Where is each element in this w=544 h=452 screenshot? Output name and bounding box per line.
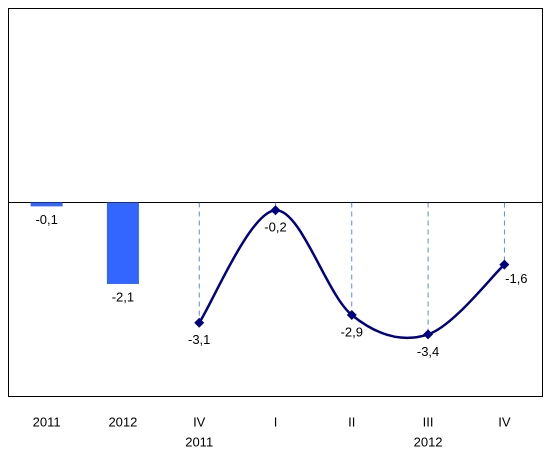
marker [346, 310, 357, 321]
bar [30, 202, 63, 207]
data-label: -2,1 [112, 289, 134, 304]
x-sublabel: 2011 [185, 434, 213, 449]
data-label: -1,6 [505, 271, 527, 286]
line [198, 209, 506, 340]
marker [423, 329, 434, 340]
marker [270, 205, 281, 216]
x-tick-label: 2011 [33, 414, 61, 429]
x-tick-label: 2012 [108, 414, 137, 429]
x-tick-label: IV [498, 414, 511, 429]
data-label: -3,1 [188, 332, 210, 347]
data-label: -3,4 [417, 344, 439, 359]
data-label: -0,1 [35, 212, 57, 227]
bar [106, 202, 139, 284]
x-tick-label: IV [193, 414, 206, 429]
x-tick-label: I [274, 414, 278, 429]
x-sublabel: 2012 [414, 434, 443, 449]
x-tick-label: III [423, 414, 434, 429]
marker [499, 259, 510, 270]
data-label: -2,9 [341, 324, 363, 339]
data-label: -0,2 [264, 220, 286, 235]
marker [194, 317, 205, 328]
x-tick-label: II [348, 414, 355, 429]
